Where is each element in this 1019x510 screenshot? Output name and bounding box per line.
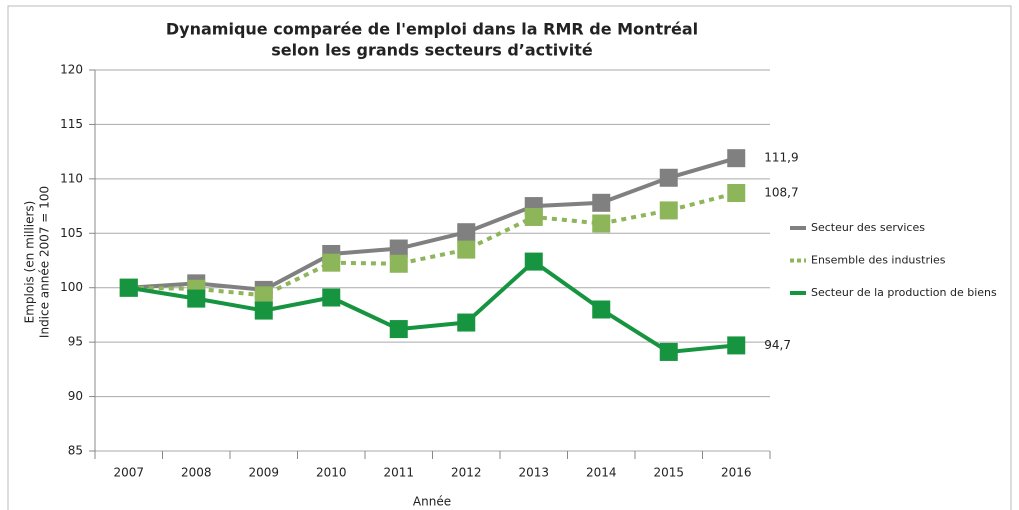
y-axis-label: Emplois (en milliers) [23,201,37,324]
series-line [128,156,737,292]
series-line [128,259,737,354]
legend-label: Secteur des services [811,221,925,234]
value-label: 94,7 [764,338,791,352]
x-axis-label: Année [413,495,451,509]
x-tick-label: 2007 [113,466,144,480]
value-label: 108,7 [764,186,798,200]
y-tick-label: 90 [68,389,83,403]
y-tick-label: 100 [60,280,83,294]
value-label: 111,9 [764,151,798,165]
legend-label: Secteur de la production de biens [811,286,997,299]
marker [254,286,273,305]
marker [322,253,341,272]
y-tick-label: 85 [68,444,83,458]
marker [659,168,678,187]
marker [727,149,746,168]
marker [254,301,273,320]
marker [727,184,746,203]
y-axis-label: Indice année 2007 = 100 [38,186,52,338]
marker [457,313,476,332]
marker [524,252,543,271]
x-tick-label: 2011 [383,466,414,480]
marker [659,342,678,361]
marker [592,214,611,233]
frame [7,5,1012,510]
x-tick-label: 2012 [451,466,482,480]
chart-title: selon les grands secteurs d’activité [271,41,593,60]
marker [119,278,138,297]
marker [592,193,611,212]
x-tick-label: 2014 [586,466,617,480]
y-tick-label: 110 [60,171,83,185]
x-tick-label: 2013 [518,466,549,480]
x-tick-label: 2009 [248,466,279,480]
marker [727,336,746,355]
marker [524,207,543,226]
legend-label: Ensemble des industries [811,254,946,267]
x-tick-label: 2008 [181,466,212,480]
marker [389,254,408,273]
marker [322,288,341,307]
series-line [128,191,737,298]
chart-title: Dynamique comparée de l'emploi dans la R… [166,20,698,39]
y-tick-label: 95 [68,335,83,349]
marker [457,223,476,242]
x-tick-label: 2016 [721,466,752,480]
x-tick-label: 2015 [653,466,684,480]
marker [659,201,678,220]
marker [389,239,408,258]
y-tick-label: 105 [60,226,83,240]
marker [187,289,206,308]
marker [389,320,408,339]
y-tick-label: 120 [60,63,83,77]
y-tick-label: 115 [60,117,83,131]
marker [457,240,476,259]
marker [592,300,611,319]
x-tick-label: 2010 [316,466,347,480]
